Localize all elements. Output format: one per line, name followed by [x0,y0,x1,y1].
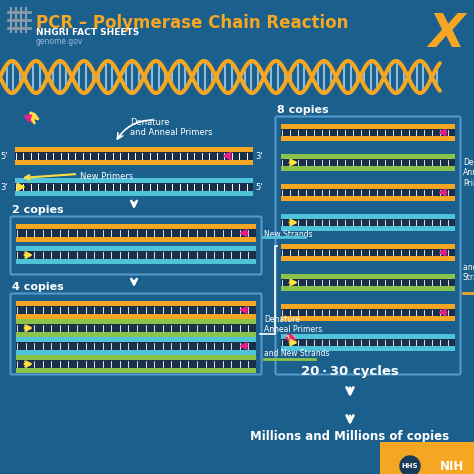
Bar [281,244,455,249]
Bar [16,324,256,332]
Bar [281,184,455,189]
Bar [15,178,253,183]
Bar [281,136,455,141]
Bar [16,342,256,350]
Bar [281,334,455,339]
Bar [281,279,455,286]
Text: 4 copies: 4 copies [12,282,64,292]
Bar [16,368,256,373]
Text: NHGRI FACT SHEETS: NHGRI FACT SHEETS [36,28,139,37]
Text: Millions and Millions of copies: Millions and Millions of copies [250,430,449,443]
Bar [16,259,256,264]
Bar [281,189,455,196]
Text: 3': 3' [255,152,263,161]
Text: and New Strands: and New Strands [264,349,329,358]
Bar [281,226,455,231]
Text: genome.gov: genome.gov [36,37,83,46]
Text: 5': 5' [0,152,8,161]
Text: 8 copies: 8 copies [277,105,328,115]
Bar [16,337,256,342]
Text: New Primers: New Primers [80,172,133,181]
Bar [16,246,256,251]
Bar [281,159,455,166]
Bar [281,214,455,219]
Bar [16,355,256,360]
Bar [281,249,455,256]
Text: 20 · 30 cycles: 20 · 30 cycles [301,365,399,378]
Bar [281,219,455,226]
Bar [16,360,256,368]
Bar [15,183,253,191]
Bar [15,147,253,152]
Bar [281,256,455,261]
Text: 3': 3' [0,182,8,191]
Bar [281,286,455,291]
Text: HHS: HHS [402,463,418,469]
Bar [281,154,455,159]
Text: X: X [429,12,465,57]
Text: New Strands: New Strands [264,229,313,238]
Bar [281,129,455,136]
Bar [15,152,253,160]
Text: Denature
Anneal
Primers: Denature Anneal Primers [463,158,474,188]
Bar [16,350,256,355]
Bar [281,304,455,309]
Text: Denature
Anneal Primers: Denature Anneal Primers [264,315,322,334]
Bar [281,166,455,171]
Text: 5': 5' [255,182,263,191]
Bar [281,309,455,316]
Text: NIH: NIH [440,459,464,473]
Text: Denature
and Anneal Primers: Denature and Anneal Primers [130,118,212,137]
Text: and New
Strands: and New Strands [463,263,474,283]
Bar [16,237,256,242]
Bar [16,319,256,324]
Bar [281,316,455,321]
Bar [281,124,455,129]
Bar [16,251,256,259]
Bar [16,314,256,319]
Bar [380,442,474,474]
Bar [281,274,455,279]
Bar [16,229,256,237]
Bar [281,346,455,351]
Bar [281,196,455,201]
Bar [15,160,253,165]
Bar [16,301,256,306]
Circle shape [400,456,420,474]
Bar [281,339,455,346]
Bar [16,224,256,229]
Bar [16,306,256,314]
Bar [15,191,253,196]
Bar [16,332,256,337]
Text: 2 copies: 2 copies [12,205,64,215]
Text: PCR – Polymerase Chain Reaction: PCR – Polymerase Chain Reaction [36,14,348,32]
